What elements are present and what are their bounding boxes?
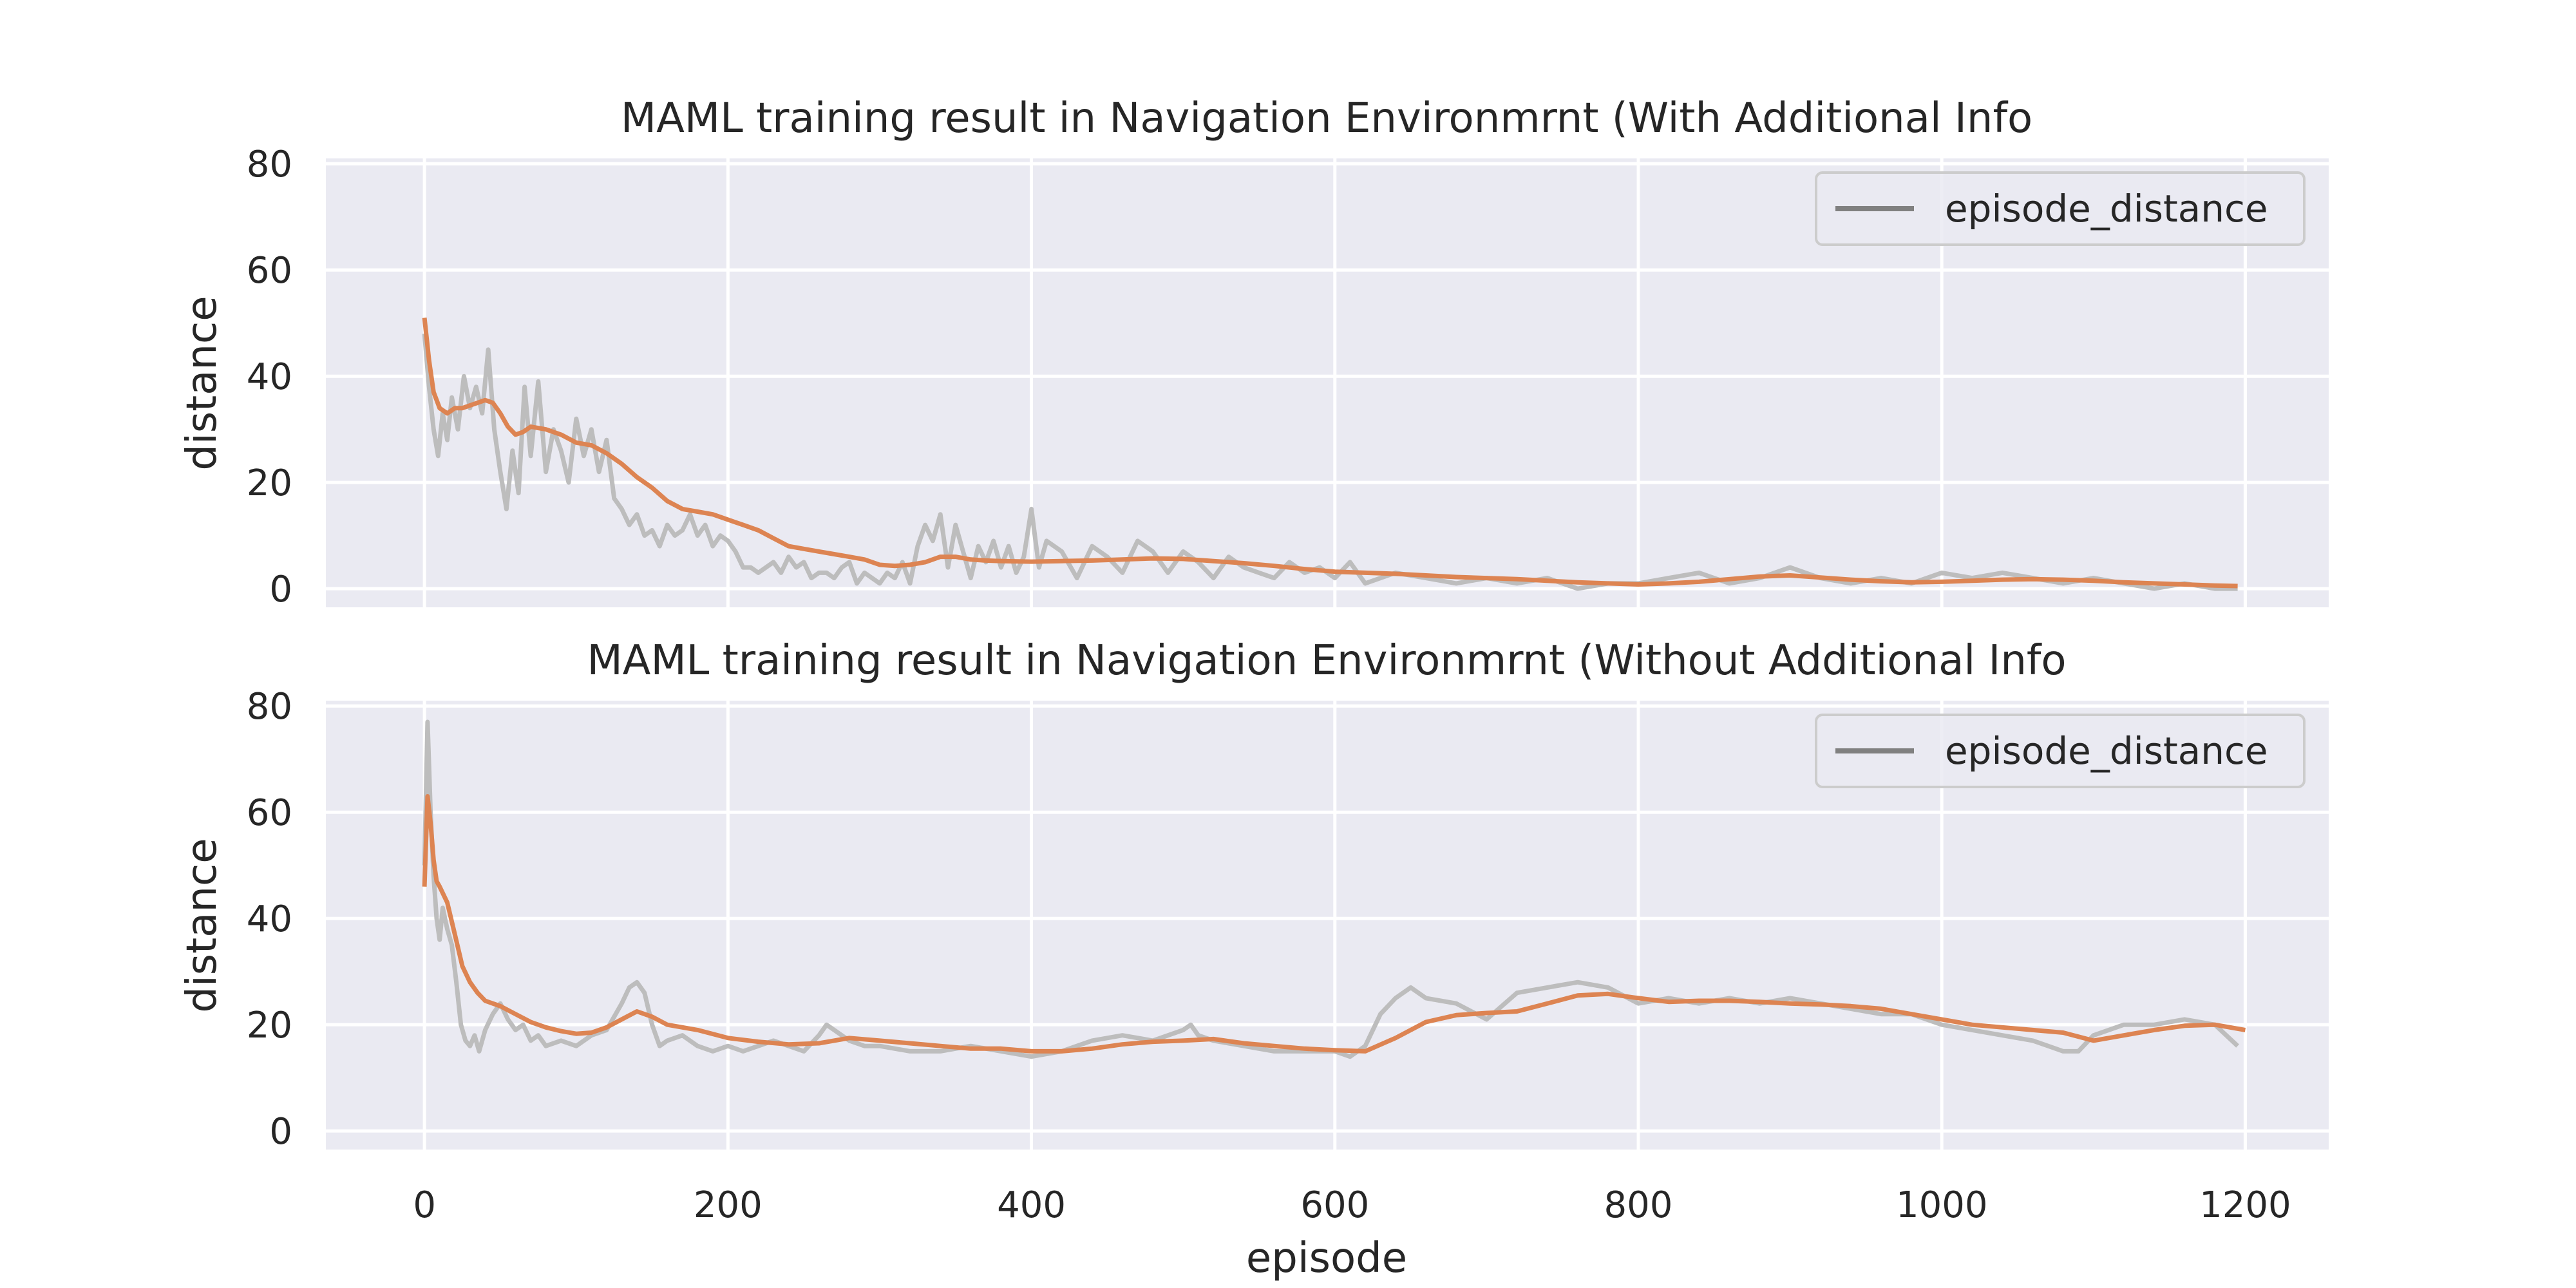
y-tick-label: 80 bbox=[247, 686, 292, 728]
x-tick-label: 1200 bbox=[2199, 1184, 2291, 1226]
chart-panel-top: MAML training result in Navigation Envir… bbox=[178, 95, 2329, 611]
y-axis-label: distance bbox=[178, 838, 226, 1012]
x-tick-label: 0 bbox=[413, 1184, 436, 1226]
smoothed-series-line bbox=[422, 794, 2246, 1054]
x-tick-label: 1000 bbox=[1896, 1184, 1988, 1226]
y-tick-label: 60 bbox=[247, 250, 292, 292]
legend-box bbox=[1815, 171, 2306, 246]
legend: episode_distance bbox=[1815, 714, 2306, 788]
chart-title: MAML training result in Navigation Envir… bbox=[621, 95, 2032, 142]
y-tick-label: 20 bbox=[247, 462, 292, 504]
y-tick-label: 0 bbox=[269, 1111, 292, 1153]
y-axis-label: distance bbox=[178, 296, 226, 470]
x-tick-label: 400 bbox=[997, 1184, 1066, 1226]
y-tick-label: 80 bbox=[247, 144, 292, 185]
legend-label: episode_distance bbox=[1945, 187, 2268, 231]
y-tick-label: 40 bbox=[247, 898, 292, 940]
y-tick-label: 20 bbox=[247, 1005, 292, 1046]
x-tick-label: 800 bbox=[1604, 1184, 1673, 1226]
chart-panel-bottom: MAML training result in Navigation Envir… bbox=[178, 637, 2329, 1282]
smoothed-series-line bbox=[422, 317, 2238, 589]
x-tick-label: 600 bbox=[1300, 1184, 1369, 1226]
legend-label: episode_distance bbox=[1945, 729, 2268, 773]
y-tick-label: 40 bbox=[247, 356, 292, 398]
y-tick-label: 0 bbox=[269, 569, 292, 611]
y-tick-label: 60 bbox=[247, 792, 292, 834]
legend: episode_distance bbox=[1815, 171, 2306, 246]
legend-box bbox=[1815, 714, 2306, 788]
chart-title: MAML training result in Navigation Envir… bbox=[587, 637, 2066, 685]
x-axis-label: episode bbox=[1246, 1235, 1407, 1282]
x-tick-label: 200 bbox=[694, 1184, 762, 1226]
grid-lines bbox=[326, 158, 2329, 607]
